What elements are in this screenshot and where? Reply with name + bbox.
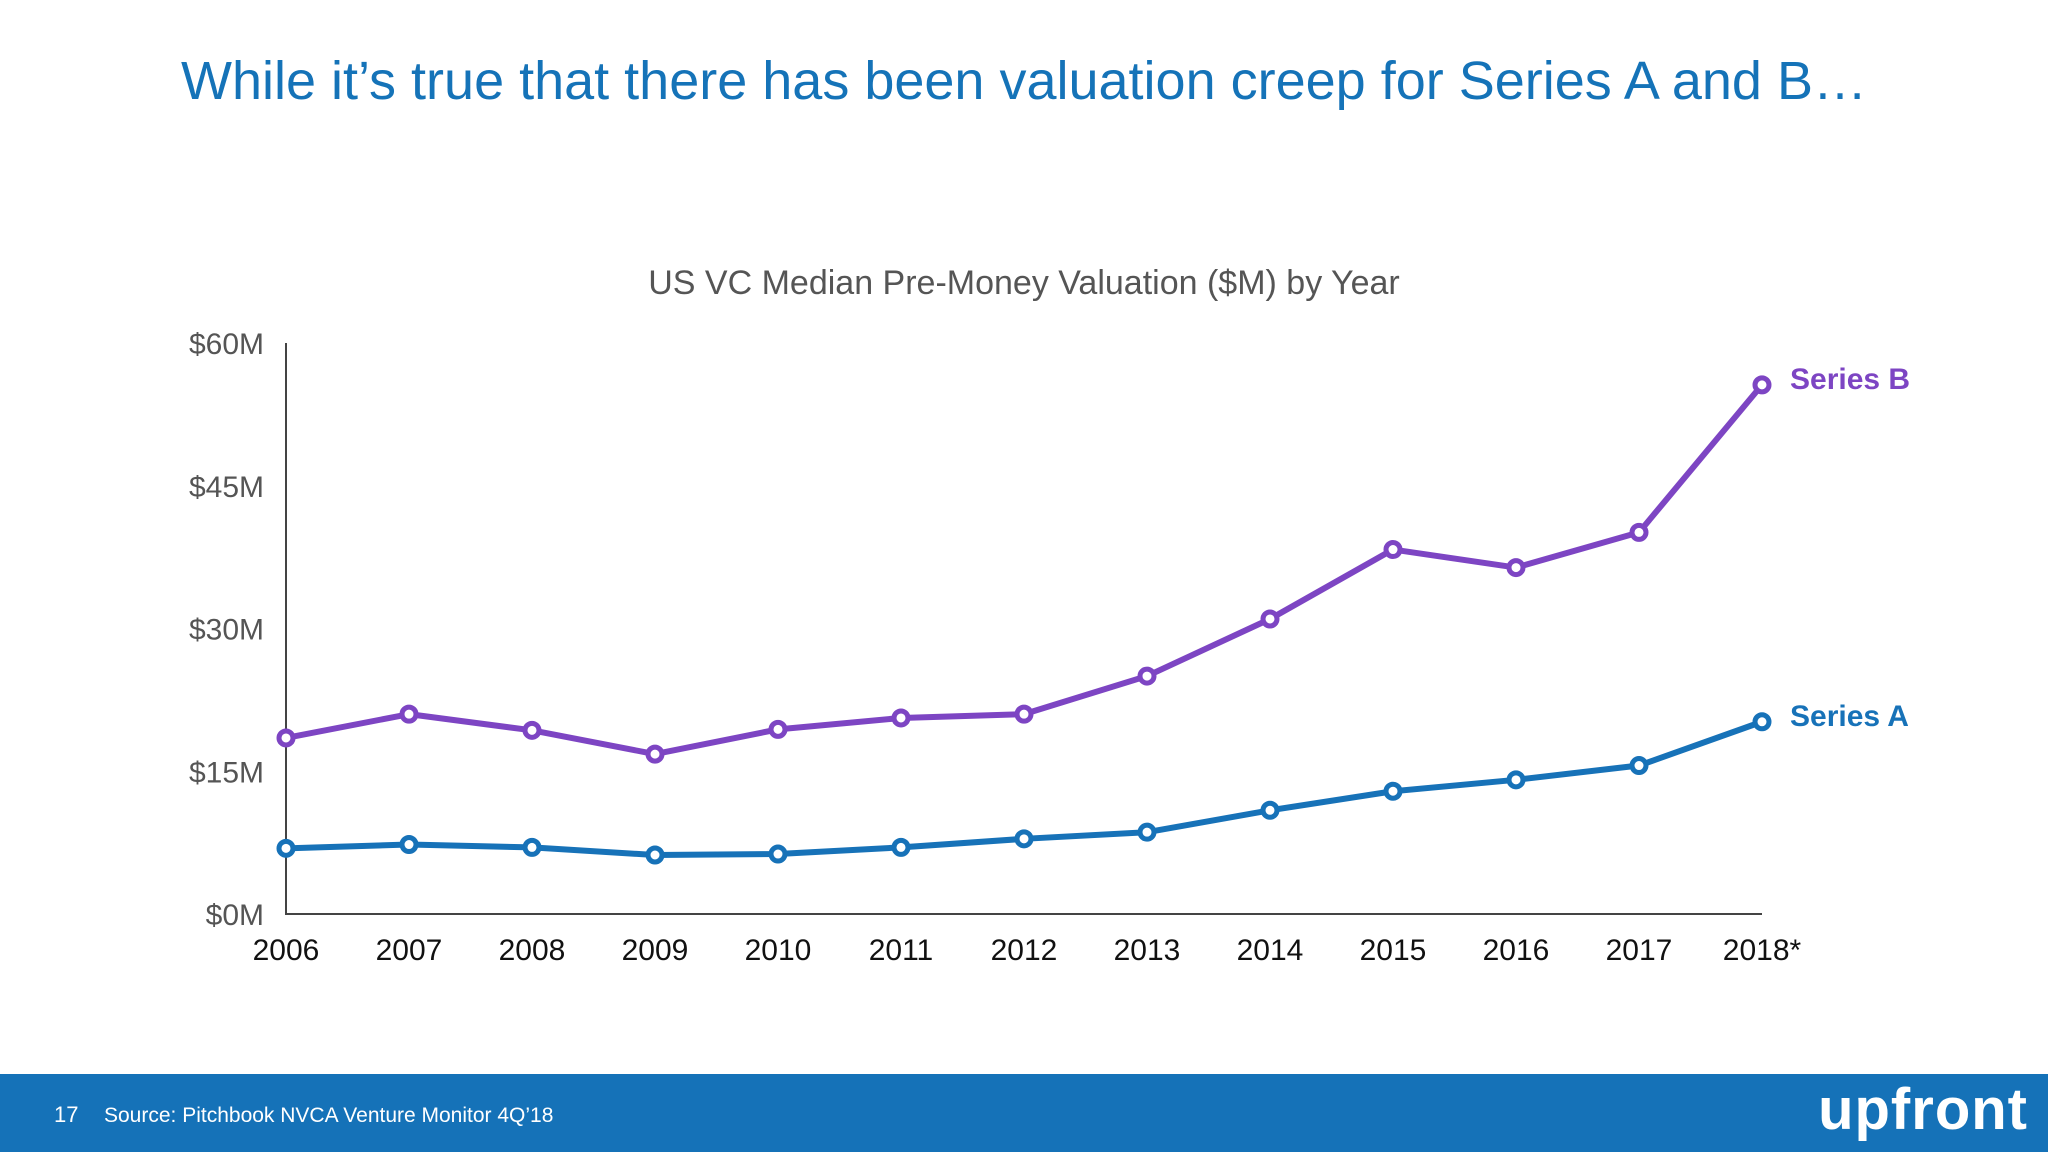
series-b-point	[522, 720, 542, 740]
series-b-point	[891, 708, 911, 728]
x-tick-label: 2007	[376, 934, 443, 967]
x-tick-label: 2008	[499, 934, 566, 967]
series-b-point	[399, 704, 419, 724]
series-b-point	[645, 744, 665, 764]
series-b-point	[1752, 375, 1772, 395]
series-a-point	[276, 838, 296, 858]
series-b-point	[1629, 522, 1649, 542]
x-tick-label: 2017	[1606, 934, 1673, 967]
series-a-label: Series A	[1790, 700, 1909, 733]
series-a-point	[1383, 781, 1403, 801]
x-tick-label: 2011	[869, 934, 934, 967]
upfront-logo: upfront	[1818, 1077, 2028, 1142]
series-b-point	[1260, 609, 1280, 629]
valuation-line-chart: US VC Median Pre-Money Valuation ($M) by…	[189, 264, 1910, 967]
series-b-point	[1137, 666, 1157, 686]
series-a-point	[1137, 822, 1157, 842]
x-tick-label: 2015	[1360, 934, 1427, 967]
y-tick-label: $45M	[189, 471, 264, 504]
series-a-point	[891, 837, 911, 857]
series-a-point	[1506, 770, 1526, 790]
page-number: 17	[54, 1102, 79, 1127]
y-tick-label: $60M	[189, 328, 264, 361]
x-tick-label: 2009	[622, 934, 689, 967]
series-a-point	[1260, 800, 1280, 820]
series-a-point	[1629, 756, 1649, 776]
series-b-point	[1014, 704, 1034, 724]
y-tick-label: $30M	[189, 614, 264, 647]
x-tick-label: 2014	[1237, 934, 1304, 967]
series-a-point	[645, 845, 665, 865]
y-tick-label: $15M	[189, 756, 264, 789]
x-tick-label: 2018*	[1723, 934, 1802, 967]
series-a-point	[1752, 712, 1772, 732]
series-b-point	[1383, 540, 1403, 560]
x-tick-label: 2013	[1114, 934, 1181, 967]
series-a-point	[399, 835, 419, 855]
x-tick-label: 2016	[1483, 934, 1550, 967]
x-tick-label: 2010	[745, 934, 812, 967]
chart-title: US VC Median Pre-Money Valuation ($M) by…	[648, 264, 1400, 302]
y-tick-label: $0M	[206, 899, 264, 932]
series-b-point	[276, 728, 296, 748]
source-note: Source: Pitchbook NVCA Venture Monitor 4…	[104, 1104, 554, 1127]
series-b-point	[1506, 558, 1526, 578]
series-b-line	[285, 382, 1765, 758]
x-tick-label: 2012	[991, 934, 1058, 967]
footer-bar: 17 Source: Pitchbook NVCA Venture Monito…	[0, 1074, 2048, 1152]
slide-title: While it’s true that there has been valu…	[181, 51, 1867, 111]
series-a-point	[768, 844, 788, 864]
series-b-label: Series B	[1790, 363, 1910, 396]
series-b-point	[768, 719, 788, 739]
series-a-point	[1014, 829, 1034, 849]
x-tick-label: 2006	[253, 934, 320, 967]
series-a-point	[522, 837, 542, 857]
